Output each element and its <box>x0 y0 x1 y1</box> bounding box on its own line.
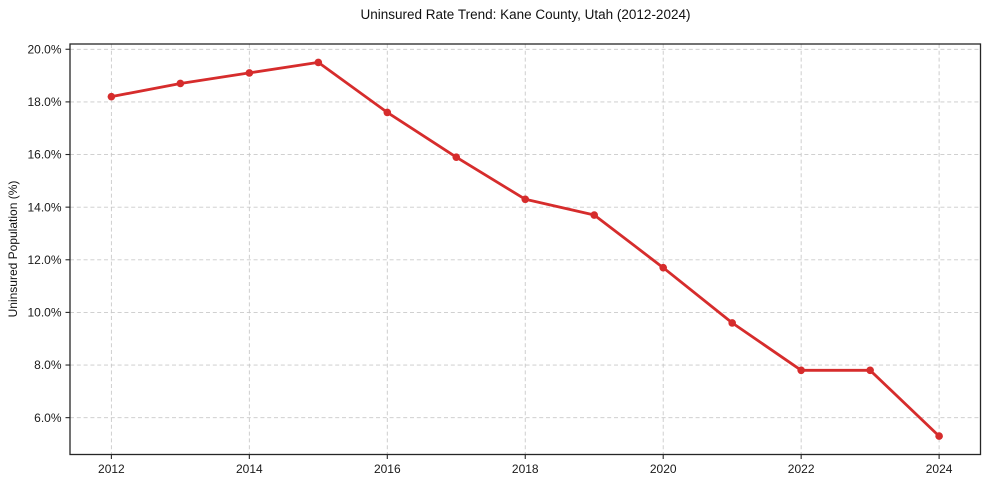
x-tick-label: 2014 <box>236 462 263 476</box>
x-tick-label: 2020 <box>650 462 677 476</box>
y-tick-label: 12.0% <box>27 253 61 267</box>
data-point-marker <box>659 263 668 272</box>
y-tick-label: 10.0% <box>27 306 61 320</box>
y-tick-label: 8.0% <box>34 358 62 372</box>
data-point-marker <box>728 319 736 327</box>
data-point-marker <box>590 211 599 219</box>
data-point-marker <box>176 79 185 88</box>
x-tick-label: 2024 <box>926 462 953 476</box>
y-tick-label: 14.0% <box>27 200 61 214</box>
data-point-marker <box>245 69 254 77</box>
x-tick-label: 2018 <box>512 462 539 476</box>
x-tick-label: 2022 <box>788 462 815 476</box>
y-tick-label: 16.0% <box>27 148 61 162</box>
data-point-marker <box>452 153 461 161</box>
y-tick-label: 20.0% <box>27 42 61 56</box>
data-point-marker <box>797 366 805 375</box>
data-point-marker <box>314 58 323 67</box>
data-point-marker <box>935 432 943 440</box>
y-tick-label: 6.0% <box>34 411 62 425</box>
data-point-marker <box>521 195 530 204</box>
data-point-marker <box>866 366 874 375</box>
chart-title: Uninsured Rate Trend: Kane County, Utah … <box>360 7 691 22</box>
y-tick-label: 18.0% <box>27 95 61 109</box>
data-point-marker <box>107 92 116 101</box>
x-tick-label: 2012 <box>98 462 125 476</box>
data-point-marker <box>383 108 392 117</box>
x-tick-label: 2016 <box>374 462 401 476</box>
